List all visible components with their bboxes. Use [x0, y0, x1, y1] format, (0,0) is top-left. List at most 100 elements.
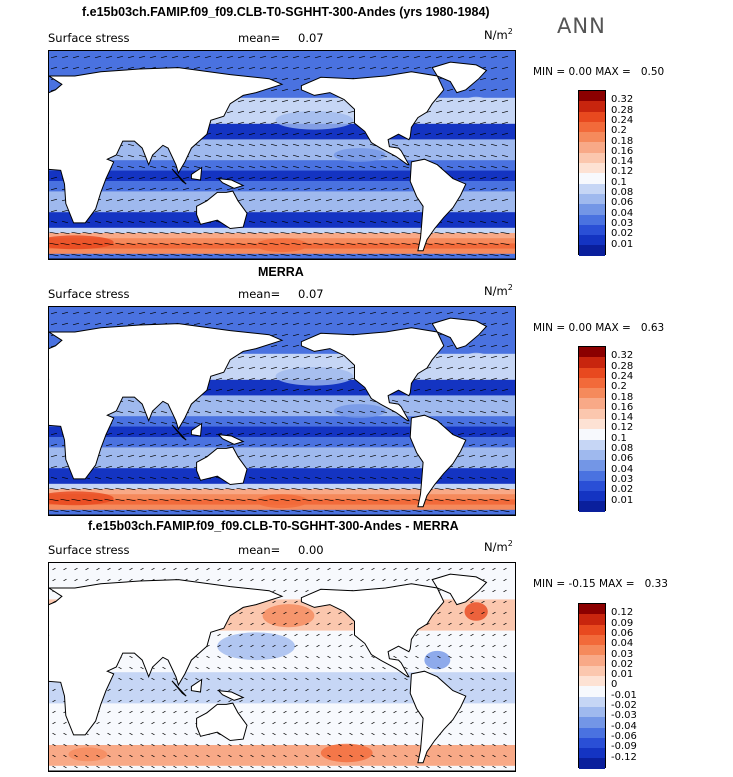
vector-arrow — [368, 487, 378, 491]
vector-arrow — [371, 721, 375, 725]
vector-arrow — [105, 66, 113, 70]
vector-arrow — [423, 253, 433, 257]
vector-arrow — [501, 476, 509, 480]
vector-arrow — [74, 754, 78, 758]
vector-arrow — [501, 88, 509, 92]
vector-arrow — [393, 578, 397, 582]
vector-arrow — [503, 688, 507, 692]
field-band — [49, 568, 515, 574]
vector-arrow — [217, 699, 221, 703]
vector-arrow — [437, 754, 441, 758]
vector-arrow — [292, 110, 300, 114]
vector-arrow — [501, 55, 509, 59]
colorbar-tick-label: 0.08 — [611, 443, 634, 454]
vector-arrow — [228, 567, 232, 571]
vector-arrow — [448, 644, 452, 648]
vector-arrow — [127, 220, 135, 224]
vector-arrow — [192, 242, 202, 246]
vector-arrow — [170, 498, 180, 502]
vector-arrow — [281, 344, 289, 348]
vector-arrow — [283, 644, 287, 648]
vector-arrow — [457, 465, 465, 469]
vector-arrow — [237, 187, 245, 191]
vector-arrow — [404, 688, 408, 692]
vector-arrow — [338, 743, 342, 747]
field-band — [49, 713, 515, 720]
vector-arrow — [181, 242, 191, 246]
vector-arrow — [382, 688, 386, 692]
colorbar-swatch — [579, 408, 605, 420]
vector-arrow — [426, 666, 430, 670]
vector-arrow — [316, 688, 320, 692]
vector-arrow — [182, 187, 190, 191]
vector-arrow — [336, 187, 344, 191]
vector-arrow — [105, 476, 113, 480]
vector-arrow — [159, 498, 169, 502]
panel-3-minmax: MIN = -0.15 MAX = 0.33 — [533, 578, 668, 590]
vector-arrow — [413, 322, 421, 326]
panel-3-map — [48, 562, 516, 772]
vector-arrow — [127, 198, 135, 202]
vector-arrow — [467, 487, 477, 491]
vector-arrow — [490, 399, 498, 403]
vector-arrow — [259, 311, 267, 315]
vector-arrow — [391, 55, 399, 59]
vector-arrow — [303, 454, 311, 458]
vector-arrow — [336, 311, 344, 315]
vector-arrow — [347, 154, 355, 158]
vector-arrow — [116, 311, 124, 315]
vector-arrow — [116, 198, 124, 202]
field-band — [49, 144, 515, 151]
vector-arrow — [401, 253, 411, 257]
vector-arrow — [226, 66, 234, 70]
vector-arrow — [140, 765, 144, 769]
vector-arrow — [501, 465, 509, 469]
vector-arrow — [368, 498, 378, 502]
vector-arrow — [82, 253, 92, 257]
vector-arrow — [226, 154, 234, 158]
vector-arrow — [239, 578, 243, 582]
vector-arrow — [129, 732, 133, 736]
vector-arrow — [327, 732, 331, 736]
vector-arrow — [468, 432, 476, 436]
vector-arrow — [129, 743, 133, 747]
vector-arrow — [413, 377, 421, 381]
vector-arrow — [52, 688, 56, 692]
vector-arrow — [314, 399, 322, 403]
vector-arrow — [63, 732, 67, 736]
vector-arrow — [270, 355, 278, 359]
vector-arrow — [349, 743, 353, 747]
vector-arrow — [129, 688, 133, 692]
vector-arrow — [182, 55, 190, 59]
vector-arrow — [272, 611, 276, 615]
vector-arrow — [490, 99, 498, 103]
vector-arrow — [457, 366, 465, 370]
vector-arrow — [115, 253, 125, 257]
vector-arrow — [149, 311, 157, 315]
vector-arrow — [360, 655, 364, 659]
field-band — [49, 379, 515, 386]
vector-arrow — [501, 344, 509, 348]
vector-arrow — [360, 578, 364, 582]
vector-arrow — [492, 644, 496, 648]
vector-arrow — [61, 476, 69, 480]
vector-arrow — [391, 176, 399, 180]
vector-arrow — [468, 344, 476, 348]
vector-arrow — [402, 209, 410, 213]
vector-arrow — [314, 322, 322, 326]
vector-arrow — [325, 322, 333, 326]
vector-arrow — [390, 253, 400, 257]
vector-arrow — [325, 165, 333, 169]
vector-arrow — [379, 498, 389, 502]
vector-arrow — [292, 322, 300, 326]
vector-arrow — [160, 410, 168, 414]
vector-arrow — [215, 443, 223, 447]
vector-arrow — [83, 66, 91, 70]
colorbar-swatch — [579, 173, 605, 184]
vector-arrow — [413, 399, 421, 403]
vector-arrow — [489, 498, 499, 502]
vector-arrow — [116, 176, 124, 180]
vector-arrow — [193, 421, 201, 425]
vector-arrow — [347, 198, 355, 202]
vector-arrow — [85, 754, 89, 758]
